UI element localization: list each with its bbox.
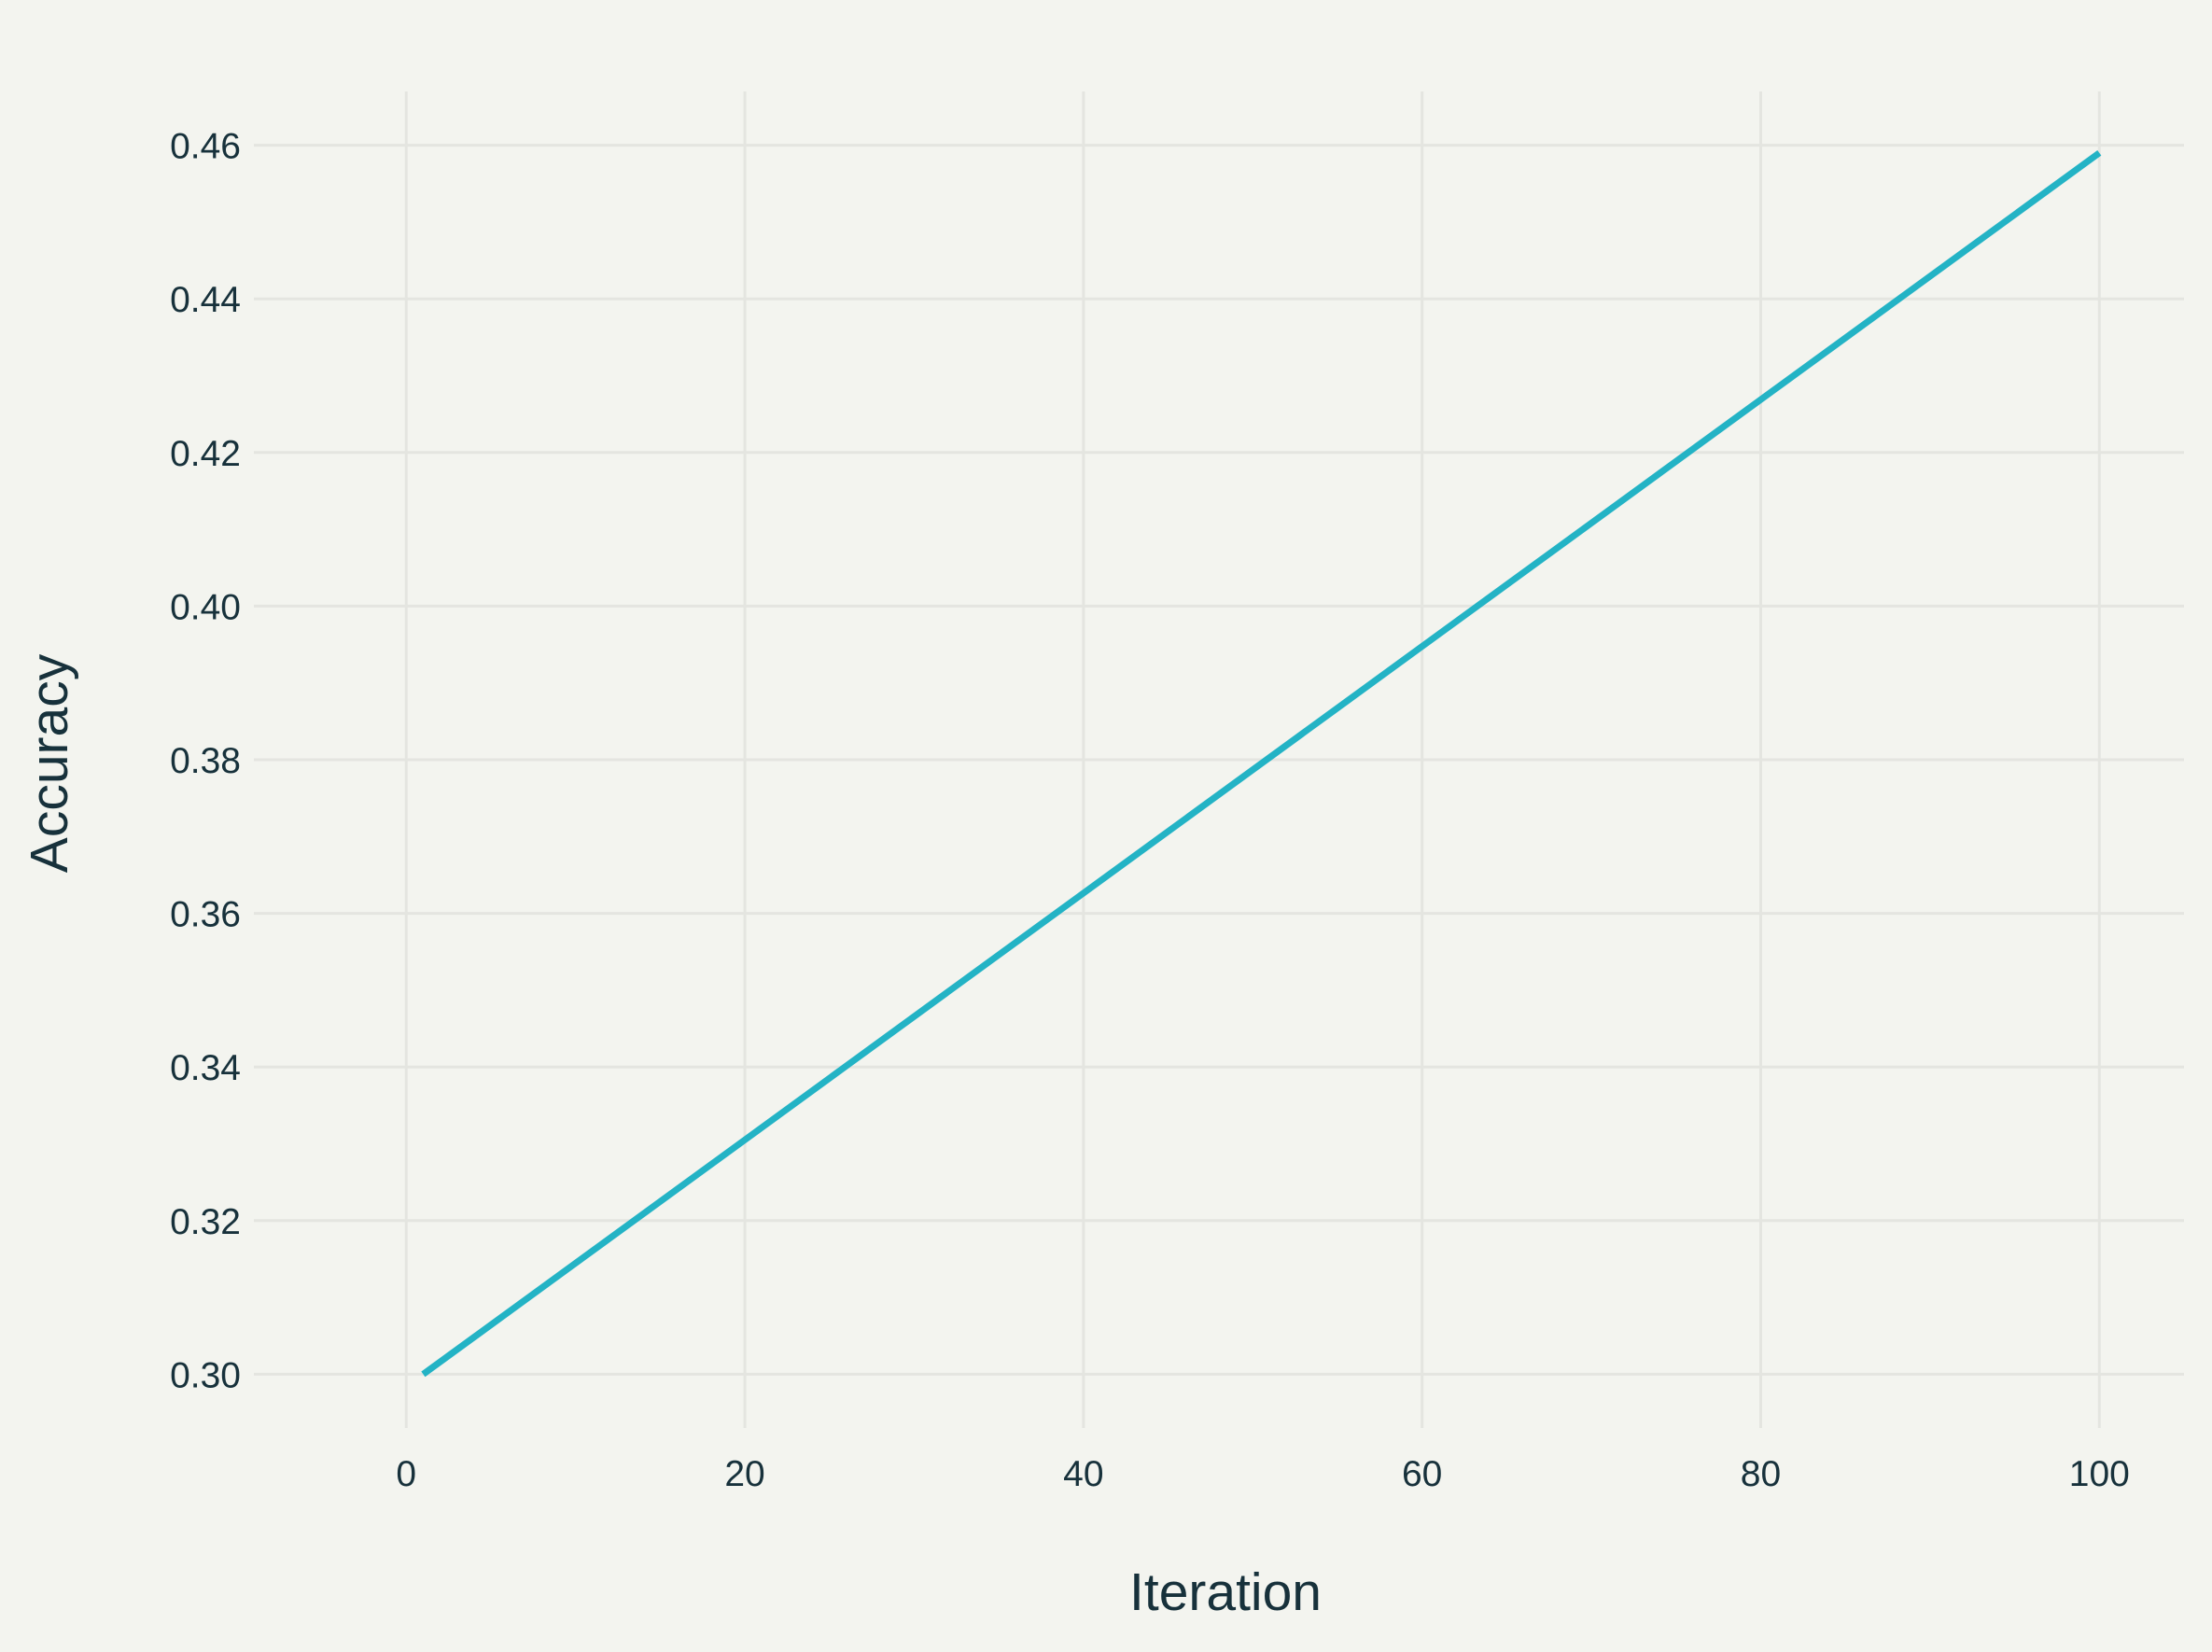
grid-layer: [254, 91, 2184, 1428]
y-tick-label: 0.36: [170, 895, 241, 935]
x-tick-label: 100: [2069, 1454, 2130, 1494]
y-tick-label: 0.34: [170, 1048, 241, 1088]
y-tick-label: 0.38: [170, 741, 241, 781]
tick-layer: 0 20 40 60 80 100 0.30 0.32 0.34 0.36 0.38 0.40 0.42…: [170, 127, 2130, 1494]
y-tick-label: 0.46: [170, 127, 241, 167]
x-axis-title: Iteration: [1129, 1562, 1322, 1622]
y-tick-label: 0.44: [170, 280, 241, 320]
x-tick-label: 80: [1741, 1454, 1781, 1494]
y-tick-label: 0.32: [170, 1202, 241, 1242]
y-tick-label: 0.40: [170, 587, 241, 627]
x-tick-label: 60: [1402, 1454, 1442, 1494]
series-layer: [421, 150, 2102, 1378]
y-tick-label: 0.30: [170, 1355, 241, 1395]
x-tick-label: 40: [1063, 1454, 1103, 1494]
series-line-0: [421, 150, 2102, 1378]
x-tick-label: 20: [724, 1454, 764, 1494]
y-axis-title: Accuracy: [20, 653, 79, 873]
x-tick-label: 0: [396, 1454, 416, 1494]
y-tick-label: 0.42: [170, 434, 241, 474]
